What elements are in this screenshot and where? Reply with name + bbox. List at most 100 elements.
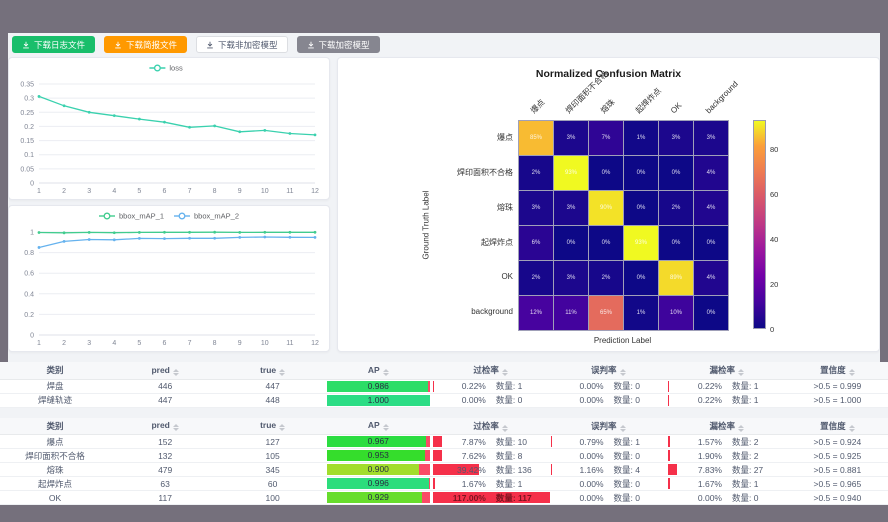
over-detection-rate: 7.87% 数量: 10 <box>432 435 550 448</box>
cell-over-rate: 1.67% 数量: 1 <box>431 476 550 491</box>
cell-category: 焊盘 <box>0 379 111 394</box>
sort-caret-icon[interactable] <box>382 424 389 432</box>
cell-miss-rate: 1.90% 数量: 2 <box>666 448 787 463</box>
column-header-AP[interactable]: AP <box>325 362 432 380</box>
matrix-cell: 3% <box>554 121 588 155</box>
sort-caret-icon[interactable] <box>738 424 745 432</box>
rate-value: 0.00% <box>697 492 722 503</box>
map-chart-card: 0 0.2 0.4 0.6 0.8 1 1 2 3 4 5 6 7 8 9 10 11 12 bbox_mAP_1 b… <box>8 205 330 352</box>
sort-caret-icon[interactable] <box>279 424 286 432</box>
sort-caret-icon[interactable] <box>172 368 179 376</box>
ap-value: 0.929 <box>367 492 389 502</box>
cell-miss-rate: 0.22% 数量: 1 <box>666 393 787 408</box>
column-header-类别: 类别 <box>0 362 111 380</box>
sort-caret-icon[interactable] <box>501 424 508 432</box>
matrix-row-label: background <box>471 307 513 316</box>
cell-mis-rate: 0.00% 数量: 0 <box>549 490 667 505</box>
rate-value: 0.22% <box>461 381 486 391</box>
miss-rate: 1.57% 数量: 2 <box>667 435 787 448</box>
column-header-漏检率[interactable]: 漏检率 <box>666 362 787 380</box>
rate-value: 39.42% <box>457 464 486 475</box>
rate-count: 数量: 1 <box>495 478 523 489</box>
matrix-row-label: 熔珠 <box>497 203 513 212</box>
cell-ap: 0.953 <box>325 448 432 463</box>
button-label: 下载非加密模型 <box>218 39 278 50</box>
ap-value: 1.000 <box>367 394 389 405</box>
sort-caret-icon[interactable] <box>848 424 855 432</box>
column-header-置信度[interactable]: 置信度 <box>786 362 888 380</box>
rate-bar <box>432 450 442 461</box>
download-encrypted-model-button[interactable]: 下载加密模型 <box>296 36 380 53</box>
download-icon <box>207 41 213 48</box>
matrix-cell: 0% <box>589 156 623 190</box>
cell-mis-rate: 0.00% 数量: 0 <box>549 393 667 408</box>
matrix-cell: 2% <box>589 261 623 295</box>
column-header-过检率[interactable]: 过检率 <box>431 417 550 435</box>
rate-count: 数量: 0 <box>613 395 640 405</box>
cell-category: 焊缝轨迹 <box>0 393 111 408</box>
cell-miss-rate: 1.67% 数量: 1 <box>666 476 787 491</box>
cell-ap: 0.996 <box>325 476 432 491</box>
svg-text:0.25: 0.25 <box>20 110 34 117</box>
svg-text:4: 4 <box>112 188 116 195</box>
rate-count: 数量: 0 <box>495 395 523 405</box>
matrix-row-label: 起焊炸点 <box>481 238 513 247</box>
sort-caret-icon[interactable] <box>382 368 389 376</box>
download-report-file-button[interactable]: 下载简报文件 <box>104 36 188 53</box>
column-header-误判率[interactable]: 误判率 <box>549 362 667 380</box>
column-header-AP[interactable]: AP <box>325 417 432 435</box>
misjudge-rate: 0.00% 数量: 0 <box>550 449 667 462</box>
sort-caret-icon[interactable] <box>848 369 855 377</box>
cell-over-rate: 39.42% 数量: 136 <box>431 462 550 477</box>
download-unencrypted-model-button[interactable]: 下载非加密模型 <box>196 36 288 53</box>
svg-text:loss: loss <box>169 64 183 73</box>
legend-item-bbox_mAP_1[interactable]: bbox_mAP_1 <box>99 212 164 221</box>
column-header-误判率[interactable]: 误判率 <box>549 417 667 435</box>
column-header-漏检率[interactable]: 漏检率 <box>666 417 787 435</box>
rate-value: 0.79% <box>579 436 604 447</box>
matrix-cell: 89% <box>659 261 693 295</box>
detector-metrics-table: 类别 pred true AP 过检率 误判率 漏检率 置信度 焊盘 446 447 0.986 0.2… <box>0 362 888 408</box>
svg-text:5: 5 <box>137 188 141 195</box>
download-log-file-button[interactable]: 下载日志文件 <box>12 36 96 53</box>
legend-item-loss[interactable]: loss <box>149 64 183 73</box>
matrix-cell: 0% <box>694 296 728 330</box>
ap-remainder-bar <box>422 492 430 503</box>
matrix-col-label: OK <box>668 100 684 116</box>
column-header-pred[interactable]: pred <box>110 417 221 435</box>
rate-value: 0.00% <box>579 395 604 405</box>
sort-caret-icon[interactable] <box>172 424 179 432</box>
legend-item-bbox_mAP_2[interactable]: bbox_mAP_2 <box>174 212 239 221</box>
column-header-pred[interactable]: pred <box>110 362 221 380</box>
sort-caret-icon[interactable] <box>619 369 626 377</box>
ap-value: 0.986 <box>367 380 389 391</box>
matrix-row-label: 焊印面积不合格 <box>457 168 513 177</box>
cell-category: 焊印面积不合格 <box>0 448 111 463</box>
metrics-tables-section: 类别 pred true AP 过检率 误判率 漏检率 置信度 焊盘 446 447 0.986 0.2… <box>0 362 888 505</box>
ap-remainder-bar <box>428 380 430 392</box>
cell-miss-rate: 0.00% 数量: 0 <box>666 490 787 505</box>
ap-bar <box>327 478 430 489</box>
miss-rate: 0.22% 数量: 1 <box>667 394 787 407</box>
cell-confidence: >0.5 = 0.924 <box>786 434 888 449</box>
column-header-置信度[interactable]: 置信度 <box>786 417 888 435</box>
svg-text:0.15: 0.15 <box>20 138 34 145</box>
colorbar-tick: 60 <box>770 190 779 200</box>
sort-caret-icon[interactable] <box>619 424 626 432</box>
sort-caret-icon[interactable] <box>738 369 745 377</box>
svg-text:0.35: 0.35 <box>20 82 34 89</box>
over-detection-rate: 7.62% 数量: 8 <box>432 449 550 462</box>
column-header-过检率[interactable]: 过检率 <box>431 362 550 380</box>
sort-caret-icon[interactable] <box>501 369 508 377</box>
table-row: 焊盘 446 447 0.986 0.22% 数量: 1 0.00% 数量: 0 0.22% 数量… <box>0 379 888 394</box>
rate-count: 数量: 117 <box>495 492 532 503</box>
column-header-true[interactable]: true <box>220 417 325 435</box>
rate-bar <box>667 464 678 475</box>
rate-value: 0.00% <box>579 381 604 391</box>
button-label: 下载加密模型 <box>318 39 370 50</box>
sort-caret-icon[interactable] <box>279 368 286 376</box>
matrix-cell: 3% <box>659 121 693 155</box>
column-header-true[interactable]: true <box>220 362 325 380</box>
colorbar-tick: 40 <box>770 235 779 245</box>
cell-category: 起焊炸点 <box>0 476 111 491</box>
